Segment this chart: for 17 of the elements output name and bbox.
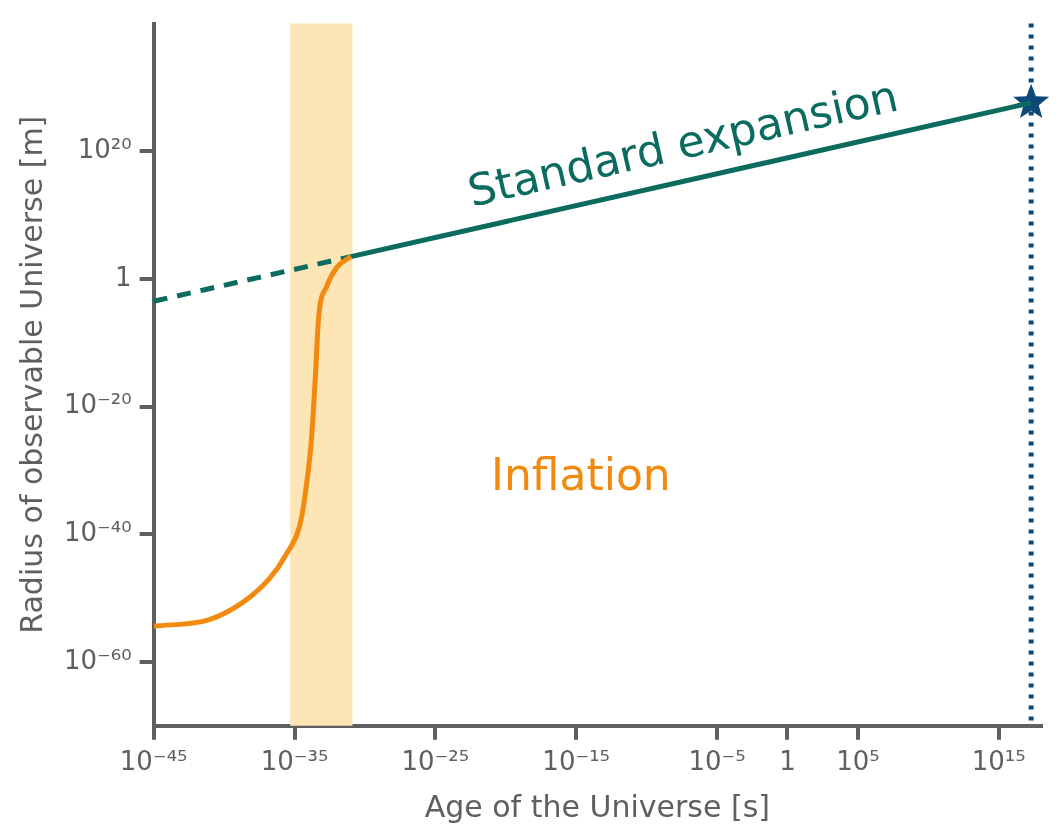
y-tick-label: 10⁻²⁰ [64,389,132,420]
y-tick-label: 10⁻⁴⁰ [64,517,132,548]
x-axis-title: Age of the Universe [s] [424,788,770,824]
y-tick-label: 1 [115,261,132,292]
y-axis-title: Radius of observable Universe [m] [13,115,49,634]
x-tick-label: 10⁻³⁵ [260,746,329,777]
x-tick-label: 10⁵ [836,746,880,777]
y-tick-label: 10⁻⁶⁰ [64,644,132,675]
y-tick-label: 10²⁰ [77,134,132,165]
x-tick-label: 10⁻²⁵ [401,746,470,777]
x-tick-label: 10⁻⁴⁵ [119,746,188,777]
text: Inflation [490,449,671,501]
x-tick-label: 10⁻⁵ [688,746,746,777]
x-tick-label: 1 [779,746,796,777]
x-tick-label: 10¹⁵ [971,746,1026,777]
x-tick-label: 10⁻¹⁵ [542,746,611,777]
text: Standard expansion [462,69,903,217]
